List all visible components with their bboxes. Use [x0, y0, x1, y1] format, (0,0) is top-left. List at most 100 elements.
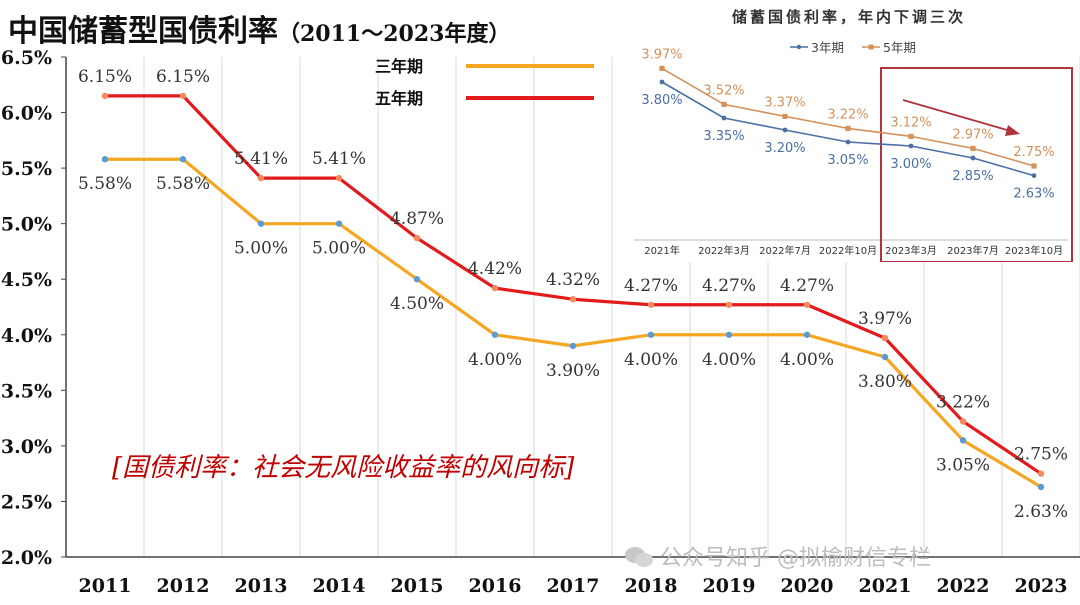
data-label-5yr: 6.15% [78, 67, 132, 87]
inset-data-label-3yr: 3.00% [890, 157, 931, 172]
wechat-icon [625, 547, 653, 567]
inset-data-label-3yr: 2.63% [1013, 187, 1054, 202]
data-point-5yr [1037, 470, 1045, 477]
y-tick-label: 4.0% [1, 325, 52, 347]
x-tick-label: 2021 [859, 575, 912, 597]
data-label-3yr: 3.90% [546, 361, 600, 381]
data-label-3yr: 3.05% [936, 455, 990, 475]
legend-label: 三年期 [375, 57, 423, 76]
inset-data-point-3yr [845, 139, 851, 145]
inset-legend-label: 5年期 [883, 40, 916, 55]
inset-data-point-5yr [845, 125, 851, 131]
y-tick-label: 6.0% [1, 103, 52, 125]
inset-legend-label: 3年期 [811, 40, 844, 55]
inset-title: 储蓄国债利率，年内下调三次 [731, 8, 966, 26]
x-tick-label: 2013 [235, 575, 288, 597]
y-tick-label: 3.5% [1, 380, 52, 402]
x-tick-label: 2020 [781, 575, 834, 597]
data-label-5yr: 5.41% [234, 149, 288, 169]
inset-data-label-3yr: 3.80% [641, 93, 682, 108]
inset-x-tick-label: 2023年3月 [885, 244, 937, 257]
data-point-3yr [725, 331, 733, 338]
inset-data-point-3yr [659, 79, 665, 85]
data-point-3yr [881, 353, 889, 361]
legend-label: 五年期 [375, 89, 423, 108]
data-point-3yr [803, 331, 811, 338]
data-point-5yr [257, 174, 265, 182]
x-tick-label: 2022 [937, 575, 990, 597]
inset-data-label-3yr: 3.35% [703, 129, 744, 144]
inset-data-label-5yr: 3.52% [703, 83, 744, 98]
data-point-5yr [569, 296, 577, 303]
inset-trend-arrow [902, 99, 1015, 133]
data-label-3yr: 4.00% [624, 350, 678, 370]
watermark: 公众号知乎 @拟榆财信专栏 [624, 540, 931, 572]
inset-data-point-5yr [782, 113, 788, 119]
inset-data-point-5yr [1031, 163, 1037, 169]
x-tick-label: 2011 [79, 575, 132, 597]
data-point-3yr [491, 331, 499, 338]
watermark-text: 公众号知乎 @拟榆财信专栏 [660, 546, 931, 571]
data-label-3yr: 3.80% [858, 372, 912, 392]
y-tick-label: 5.0% [1, 214, 52, 236]
y-tick-label: 6.5% [1, 47, 52, 69]
inset-data-label-5yr: 2.75% [1013, 145, 1054, 160]
inset-data-point-5yr [721, 101, 727, 107]
data-label-3yr: 5.00% [234, 239, 288, 259]
x-tick-label: 2023 [1015, 575, 1068, 597]
data-point-5yr [725, 301, 733, 308]
inset-data-label-5yr: 3.22% [827, 107, 868, 122]
data-label-5yr: 4.27% [702, 276, 756, 296]
data-point-5yr [881, 334, 889, 342]
inset-legend-marker [868, 44, 874, 50]
data-point-5yr [179, 92, 187, 100]
data-label-3yr: 4.00% [702, 350, 756, 370]
data-label-5yr: 4.27% [780, 276, 834, 296]
data-label-5yr: 4.27% [624, 276, 678, 296]
x-tick-label: 2015 [391, 575, 444, 597]
data-point-3yr [257, 220, 265, 227]
inset-data-label-5yr: 3.12% [890, 115, 931, 130]
title-main: 中国储蓄型国债利率 [8, 14, 278, 49]
inset-data-point-3yr [908, 143, 914, 149]
data-label-5yr: 6.15% [156, 67, 210, 87]
inset-x-tick-label: 2021年 [644, 244, 679, 257]
inset-data-point-5yr [908, 133, 914, 139]
data-label-3yr: 5.58% [156, 174, 210, 194]
inset-trend-arrowhead [1005, 125, 1020, 136]
data-point-5yr [959, 418, 967, 425]
data-point-5yr [101, 92, 109, 100]
data-point-3yr [335, 220, 343, 227]
inset-data-point-3yr [721, 115, 727, 121]
inset-x-tick-label: 2023年7月 [947, 244, 999, 257]
inset-x-tick-label: 2022年10月 [819, 244, 877, 257]
data-point-3yr [1037, 483, 1045, 491]
x-tick-label: 2019 [703, 575, 756, 597]
data-label-5yr: 4.32% [546, 270, 600, 290]
data-label-5yr: 5.41% [312, 149, 366, 169]
inset-data-label-3yr: 2.85% [952, 169, 993, 184]
x-tick-label: 2012 [157, 575, 210, 597]
y-tick-label: 2.0% [1, 547, 52, 569]
data-point-3yr [413, 276, 421, 283]
data-point-3yr [959, 437, 967, 444]
inset-data-point-5yr [970, 145, 976, 151]
data-point-3yr [569, 342, 577, 350]
data-label-3yr: 2.63% [1014, 502, 1068, 522]
title-subtitle: （2011～2023年度） [278, 21, 511, 47]
inset-chart-panel: 储蓄国债利率，年内下调三次 3年期 5年期 2021年 2022年3月 2022年7月 2… [620, 0, 1078, 262]
y-tick-label: 4.5% [1, 269, 52, 291]
data-point-3yr [647, 331, 655, 338]
data-label-3yr: 5.58% [78, 174, 132, 194]
y-tick-label: 3.0% [1, 436, 52, 458]
inset-x-tick-label: 2023年10月 [1005, 244, 1063, 257]
inset-data-label-5yr: 2.97% [952, 127, 993, 142]
y-tick-label: 2.5% [1, 491, 52, 513]
data-point-3yr [101, 156, 109, 163]
x-tick-label: 2018 [625, 575, 678, 597]
data-label-3yr: 5.00% [312, 239, 366, 259]
data-point-5yr [647, 301, 655, 308]
inset-highlight-box [880, 67, 1073, 262]
data-label-5yr: 3.97% [858, 309, 912, 329]
